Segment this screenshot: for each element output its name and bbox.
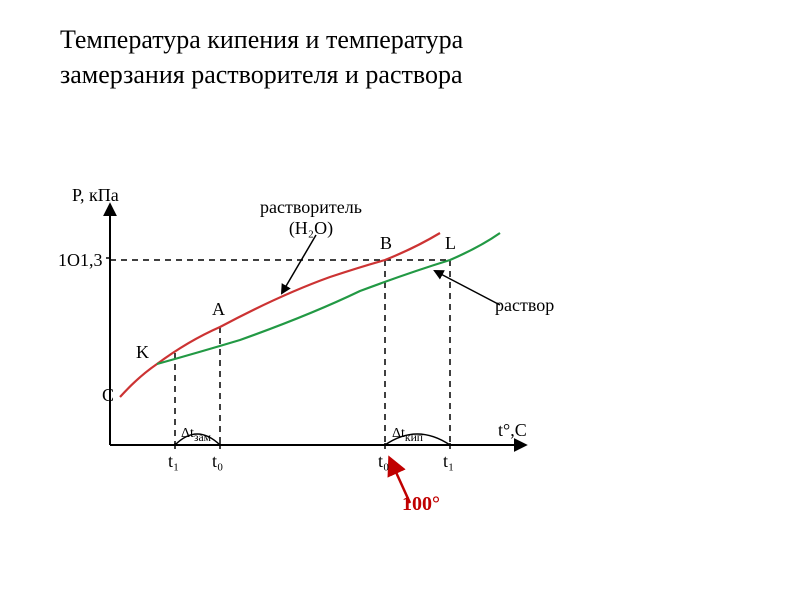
legend-solution: раствор	[495, 295, 554, 316]
point-B-label: B	[380, 233, 392, 254]
point-L-label: L	[445, 233, 456, 254]
point-K-label: K	[136, 342, 149, 363]
x-axis-label: t°,C	[498, 420, 527, 441]
y-tick-101-label: 1O1,3	[58, 250, 103, 271]
x-t0-right-label: t₀	[378, 451, 389, 472]
x-t1-left-label: t₁	[168, 451, 179, 472]
chart-title: Температура кипения и температура замерз…	[60, 22, 780, 92]
title-line-1: Температура кипения и температура	[60, 25, 463, 54]
legend-solution-arrow	[435, 271, 500, 305]
solvent-curve	[120, 233, 440, 397]
legend-solvent: растворитель (H₂O)	[260, 197, 362, 239]
phase-diagram-chart: P, кПа 1O1,3 t°,C растворитель (H₂O) рас…	[20, 115, 580, 515]
legend-solvent-line2: (H₂O)	[289, 218, 333, 238]
point-C-label: C	[102, 385, 114, 406]
y-axis-label: P, кПа	[72, 185, 119, 206]
delta-boil-label: Δtкип	[392, 426, 423, 444]
boiling-point-value: 100°	[402, 493, 440, 516]
x-t1-right-label: t₁	[443, 451, 454, 472]
legend-solvent-line1: растворитель	[260, 197, 362, 217]
point-A-label: A	[212, 299, 225, 320]
x-t0-left-label: t₀	[212, 451, 223, 472]
title-line-2: замерзания растворителя и раствора	[60, 60, 463, 89]
delta-freeze-label: Δtзам	[181, 426, 211, 444]
